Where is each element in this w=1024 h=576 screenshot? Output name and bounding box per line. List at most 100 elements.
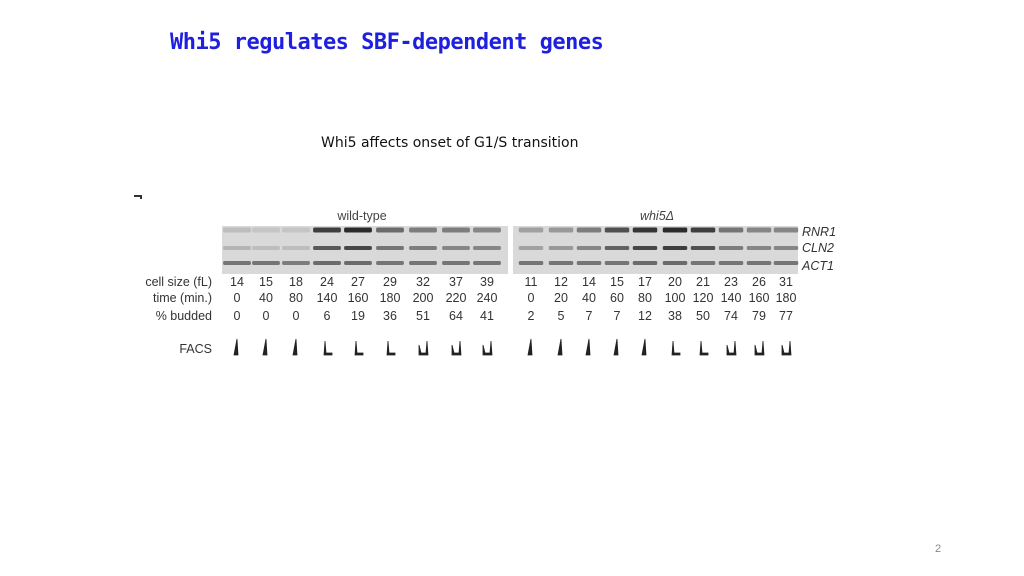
facs-profile-0-2 (292, 338, 298, 356)
facs-profile-1-4 (641, 338, 647, 356)
cell-budded-1-0: 2 (528, 309, 535, 323)
cell-budded-0-8: 41 (480, 309, 494, 323)
cell-budded-1-5: 38 (668, 309, 682, 323)
cell-cell_size-1-6: 21 (696, 275, 710, 289)
facs-profile-1-3 (613, 338, 619, 356)
cell-cell_size-1-5: 20 (668, 275, 682, 289)
band-cln2-0-4 (344, 246, 372, 250)
slide-title: Whi5 regulates SBF-dependent genes (170, 30, 604, 55)
northern-blot-figure: cell size (fL) time (min.) % budded FACS wil… (130, 190, 850, 370)
band-cln2-1-9 (773, 246, 799, 250)
cell-time-0-1: 40 (259, 291, 273, 305)
cell-budded-1-3: 7 (614, 309, 621, 323)
facs-profile-0-4 (354, 340, 364, 356)
cell-time-0-4: 160 (348, 291, 369, 305)
facs-profile-1-0 (527, 338, 533, 356)
cell-time-0-8: 240 (477, 291, 498, 305)
band-cln2-0-2 (282, 246, 310, 250)
cell-time-1-0: 0 (528, 291, 535, 305)
facs-profile-0-6 (418, 340, 429, 356)
cell-time-0-0: 0 (234, 291, 241, 305)
band-act1-1-2 (576, 261, 602, 265)
group-label-1: whi5Δ (640, 209, 674, 223)
facs-profile-1-5 (671, 340, 681, 356)
cell-time-1-3: 60 (610, 291, 624, 305)
cell-time-1-8: 160 (749, 291, 770, 305)
cell-budded-0-3: 6 (324, 309, 331, 323)
band-cln2-1-1 (548, 246, 574, 250)
band-rnr1-1-4 (632, 227, 658, 233)
facs-profile-0-0 (233, 338, 239, 356)
band-act1-1-1 (548, 261, 574, 265)
band-act1-1-8 (746, 261, 772, 265)
facs-profile-1-8 (754, 340, 765, 356)
band-cln2-1-2 (576, 246, 602, 250)
cell-time-1-6: 120 (693, 291, 714, 305)
band-rnr1-0-8 (473, 227, 501, 233)
cell-time-0-6: 200 (413, 291, 434, 305)
cell-time-1-9: 180 (776, 291, 797, 305)
corner-mark (134, 195, 142, 199)
cell-time-1-4: 80 (638, 291, 652, 305)
cell-budded-0-0: 0 (234, 309, 241, 323)
band-act1-0-7 (442, 261, 470, 265)
band-act1-1-3 (604, 261, 630, 265)
cell-cell_size-1-2: 14 (582, 275, 596, 289)
cell-budded-1-8: 79 (752, 309, 766, 323)
band-act1-0-4 (344, 261, 372, 265)
facs-profile-0-1 (262, 338, 268, 356)
band-cln2-0-5 (376, 246, 404, 250)
band-cln2-1-3 (604, 246, 630, 250)
cell-cell_size-0-2: 18 (289, 275, 303, 289)
cell-time-0-5: 180 (380, 291, 401, 305)
cell-cell_size-0-0: 14 (230, 275, 244, 289)
cell-cell_size-0-5: 29 (383, 275, 397, 289)
band-act1-1-0 (518, 261, 544, 265)
facs-profile-1-2 (585, 338, 591, 356)
row-label-cell-size: cell size (fL) (145, 275, 212, 289)
facs-profile-1-9 (781, 340, 792, 356)
band-rnr1-0-7 (442, 227, 470, 233)
band-cln2-1-5 (662, 246, 688, 250)
band-act1-0-2 (282, 261, 310, 265)
band-cln2-0-6 (409, 246, 437, 250)
cell-cell_size-0-3: 24 (320, 275, 334, 289)
facs-profile-0-5 (386, 340, 396, 356)
band-act1-1-6 (690, 261, 716, 265)
cell-cell_size-0-1: 15 (259, 275, 273, 289)
band-rnr1-1-7 (718, 227, 744, 233)
slide-subtitle: Whi5 affects onset of G1/S transition (321, 135, 579, 151)
row-label-facs: FACS (179, 342, 212, 356)
figure-canvas: cell size (fL) time (min.) % budded FACS wil… (134, 195, 836, 356)
gene-label-cln2: CLN2 (802, 241, 834, 255)
cell-budded-0-4: 19 (351, 309, 365, 323)
band-act1-0-8 (473, 261, 501, 265)
band-act1-1-9 (773, 261, 799, 265)
page-number: 2 (935, 543, 942, 555)
cell-cell_size-1-0: 11 (525, 275, 538, 289)
cell-cell_size-1-8: 26 (752, 275, 766, 289)
band-rnr1-0-2 (282, 227, 310, 233)
cell-budded-1-9: 77 (779, 309, 793, 323)
facs-profile-1-1 (557, 338, 563, 356)
row-label-budded: % budded (156, 309, 212, 323)
cell-budded-0-1: 0 (263, 309, 270, 323)
group-label-0: wild-type (336, 209, 386, 223)
band-cln2-0-3 (313, 246, 341, 250)
cell-cell_size-0-8: 39 (480, 275, 494, 289)
band-act1-0-1 (252, 261, 280, 265)
band-rnr1-1-8 (746, 227, 772, 233)
band-cln2-1-8 (746, 246, 772, 250)
facs-profile-1-7 (726, 340, 737, 356)
band-rnr1-1-9 (773, 227, 799, 233)
cell-cell_size-1-7: 23 (724, 275, 738, 289)
band-rnr1-0-4 (344, 227, 372, 233)
band-act1-0-6 (409, 261, 437, 265)
cell-budded-1-7: 74 (724, 309, 738, 323)
band-rnr1-1-2 (576, 227, 602, 233)
band-act1-0-5 (376, 261, 404, 265)
cell-budded-0-7: 64 (449, 309, 463, 323)
band-act1-0-0 (223, 261, 251, 265)
cell-cell_size-0-6: 32 (416, 275, 430, 289)
